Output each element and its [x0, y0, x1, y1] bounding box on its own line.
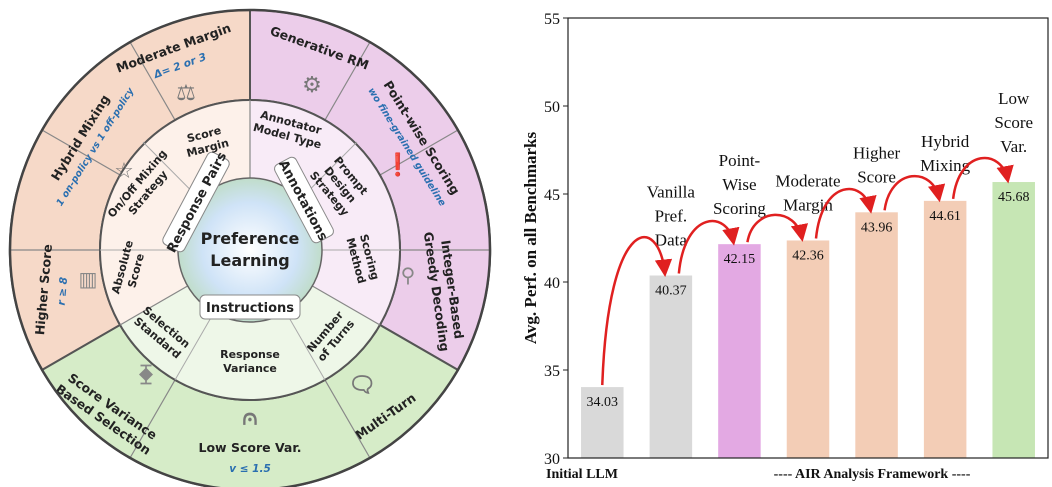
bar-category-label: Margin [783, 195, 833, 214]
outer-low-score-var: Low Score Var. v ≤ 1.5 [198, 440, 301, 475]
y-tick-label: 50 [544, 99, 560, 116]
bar-value-label: 44.61 [929, 209, 961, 224]
bar-category-label: Hybrid [921, 132, 970, 151]
chat-icon: 🗨 [348, 373, 376, 398]
y-tick-label: 40 [544, 275, 560, 292]
bar-category-label: Scoring [713, 199, 766, 218]
svg-text:Response: Response [220, 348, 280, 361]
x-caption-right: ---- AIR Analysis Framework ---- [774, 467, 971, 482]
svg-text:Variance: Variance [223, 362, 277, 375]
plot-frame [567, 17, 1049, 459]
svg-text:Low Score Var.: Low Score Var. [198, 440, 301, 455]
bar-category-label: Wise [722, 175, 756, 194]
progress-arrow [951, 156, 1014, 200]
progress-arrow [883, 174, 946, 211]
balance-icon: ⚖ [176, 81, 196, 106]
y-ticks: 30 35 40 45 50 55 [544, 11, 568, 468]
bar [649, 275, 693, 458]
bars: 34.03 40.37 Vanilla Pref. Data 42.15 Point- Wis… [581, 89, 1035, 459]
performance-bar-chart: Avg. Perf. on all Benchmarks 30 35 40 45 50 5… [521, 11, 1049, 482]
bar-value-label: 45.68 [998, 190, 1030, 205]
y-tick-label: 45 [544, 187, 560, 204]
bell-curve-icon: ⩀ [242, 405, 257, 430]
bar [718, 244, 761, 458]
bar [855, 212, 898, 458]
bar-category-label: Score [994, 113, 1033, 132]
bar-category-label: Var. [1000, 137, 1027, 156]
center-label-line2: Learning [210, 251, 289, 270]
bar [786, 240, 830, 458]
magnifier-icon: ⚲ [401, 263, 416, 287]
star-icon: ☆ [114, 159, 134, 184]
progress-arrow [746, 213, 809, 243]
svg-text:r ≥ 8: r ≥ 8 [56, 277, 70, 307]
category-instructions: Instructions [199, 294, 301, 320]
progress-arrow [814, 187, 877, 239]
y-axis-label: Avg. Perf. on all Benchmarks [521, 132, 540, 345]
inner-ring [99, 99, 401, 401]
svg-text:Instructions: Instructions [206, 301, 294, 316]
preference-learning-wheel: Preference Learning Response Pairs Annot… [8, 8, 492, 487]
x-caption-left: Initial LLM [546, 467, 618, 482]
bar-value-label: 43.96 [861, 220, 893, 235]
bar-value-label: 42.36 [792, 248, 824, 263]
bar-category-label: Low [998, 89, 1030, 108]
bar-value-label: 34.03 [587, 395, 619, 410]
inner-response-variance: Response Variance [220, 348, 280, 375]
bar [581, 387, 624, 458]
candlestick-icon: ⧱ [138, 361, 153, 385]
bar-category-label: Vanilla [647, 182, 696, 201]
center-label-line1: Preference [201, 229, 300, 248]
bar-value-label: 40.37 [655, 283, 687, 298]
bar [992, 182, 1035, 459]
score-bars-icon: ▥ [79, 267, 98, 291]
bar [923, 200, 967, 458]
bar-category-label: Score [857, 167, 896, 186]
progress-arrows [601, 156, 1014, 386]
bar-category-label: Moderate [775, 171, 840, 190]
y-tick-label: 55 [544, 11, 560, 28]
bar-category-label: Pref. [655, 206, 688, 225]
openai-icon: ⚙ [302, 73, 322, 98]
bar-category-label: Data [655, 230, 688, 249]
progress-arrow [601, 236, 673, 386]
svg-text:v ≤ 1.5: v ≤ 1.5 [229, 463, 271, 475]
progress-arrow [677, 219, 740, 274]
bar-category-label: Point- [719, 151, 761, 170]
bar-category-label: Higher [853, 143, 901, 162]
exclamation-icon: ❗ [384, 152, 411, 178]
bar-category-label: Mixing [920, 156, 971, 175]
bar-value-label: 42.15 [724, 252, 756, 267]
y-tick-label: 30 [544, 451, 560, 468]
y-tick-label: 35 [544, 363, 560, 380]
